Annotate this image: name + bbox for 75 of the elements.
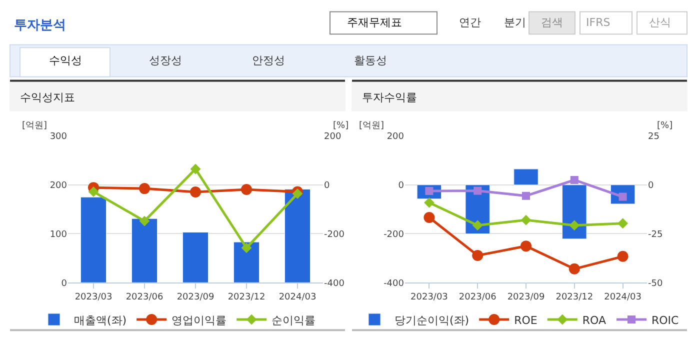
x-tick-label: 2024/03 <box>278 292 316 302</box>
text: 분기 <box>504 16 526 29</box>
bar <box>182 232 208 283</box>
point <box>424 197 434 208</box>
point <box>569 220 580 231</box>
x-tick-label: 2023/03 <box>74 292 112 302</box>
chart-title: 수익성지표 <box>20 91 75 104</box>
x-tick-label: 2023/12 <box>556 292 594 302</box>
y2-tick-label: -50 <box>648 278 663 289</box>
x-tick-label: 2023/03 <box>410 292 448 302</box>
y2-tick-label: -25 <box>648 230 663 240</box>
y-tick-label: 300 <box>50 132 68 142</box>
point <box>424 212 435 224</box>
chart-title: 투자수익률 <box>362 91 417 104</box>
text: 주재무제표 <box>347 16 402 29</box>
y-axis-title: [억원] <box>22 121 48 131</box>
y-tick-label: 100 <box>50 230 68 240</box>
legend-label: ROA <box>582 314 606 327</box>
legend-label: ROE <box>514 314 538 327</box>
legend-label: 순이익률 <box>272 314 316 327</box>
bar <box>284 189 310 283</box>
text: 산식 <box>649 16 671 29</box>
text: 활동성 <box>354 54 387 67</box>
point <box>139 216 150 226</box>
y-tick-label: 200 <box>386 132 404 142</box>
point <box>241 242 252 254</box>
point <box>241 184 252 196</box>
y2-tick-label: 200 <box>324 132 342 142</box>
y2-tick-label: 0 <box>648 181 654 192</box>
text: 안정성 <box>252 54 285 67</box>
y2-tick-label: 0 <box>324 181 330 192</box>
y-tick-label: 0 <box>398 181 404 192</box>
point <box>520 214 532 226</box>
point <box>474 186 482 195</box>
y-tick-label: -400 <box>384 278 404 289</box>
y-tick-label: 200 <box>50 181 68 192</box>
point <box>190 186 201 198</box>
y2-tick-label: -400 <box>324 278 345 289</box>
x-tick-label: 2023/06 <box>458 292 497 302</box>
point <box>88 186 99 197</box>
y-tick-label: -200 <box>384 230 404 240</box>
x-tick-label: 2023/09 <box>176 292 214 302</box>
text: 연간 <box>459 16 481 29</box>
x-tick-label: 2023/09 <box>507 292 545 302</box>
x-tick-label: 2024/03 <box>604 292 642 302</box>
x-tick-label: 2023/06 <box>126 292 164 302</box>
text: IFRS <box>586 16 610 29</box>
text: 수익성 <box>49 54 82 67</box>
y-tick-label: 0 <box>61 278 68 289</box>
point <box>520 240 532 252</box>
point <box>472 220 483 231</box>
text: 검색 <box>541 16 563 29</box>
x-tick-label: 2023/12 <box>228 292 266 302</box>
point <box>568 263 580 274</box>
y2-tick-label: -200 <box>324 230 345 240</box>
point <box>522 192 530 200</box>
y2-axis-title: [%] <box>333 121 349 131</box>
point <box>190 164 201 174</box>
text: 투자분석 <box>14 18 66 33</box>
point <box>570 176 578 184</box>
y2-tick-label: 25 <box>648 132 660 142</box>
legend-label: 영업이익률 <box>172 314 227 327</box>
y2-axis-title: [%] <box>657 121 673 131</box>
text: 성장성 <box>149 54 182 67</box>
point <box>618 218 628 229</box>
bar <box>132 218 158 283</box>
legend-label: ROIC <box>652 314 680 327</box>
bar <box>234 242 260 283</box>
legend-label: 당기순이익(좌) <box>394 314 470 327</box>
point <box>617 250 628 262</box>
bar <box>80 196 106 283</box>
point <box>472 250 484 261</box>
point <box>139 183 150 194</box>
legend-label: 매출액(좌) <box>74 314 127 327</box>
y-axis-title: [억원] <box>359 121 384 131</box>
